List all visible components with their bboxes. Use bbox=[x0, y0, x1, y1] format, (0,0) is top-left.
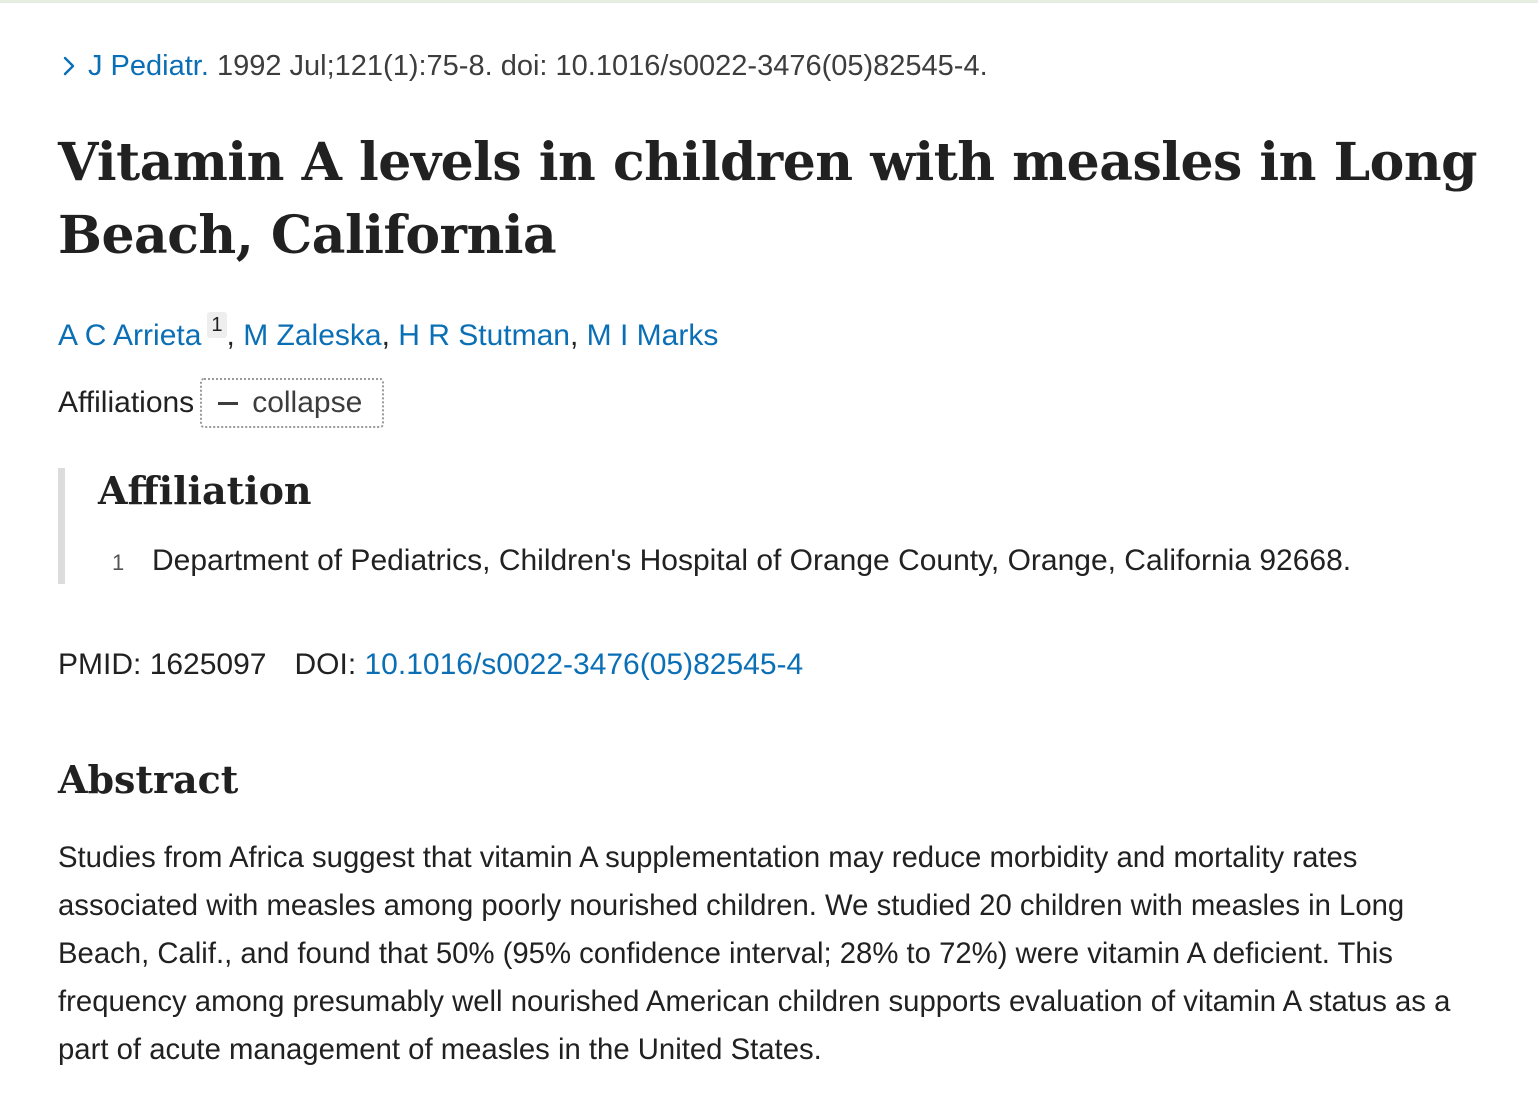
pmid-label: PMID: bbox=[58, 648, 142, 681]
author-link[interactable]: A C Arrieta bbox=[58, 319, 202, 352]
journal-name[interactable]: J Pediatr. bbox=[88, 50, 209, 82]
affiliation-ref-badge[interactable]: 1 bbox=[207, 312, 227, 338]
author-link[interactable]: M I Marks bbox=[586, 319, 719, 352]
affiliations-label: Affiliations bbox=[58, 386, 195, 419]
doi-label: DOI: bbox=[294, 648, 357, 681]
author-separator: , bbox=[226, 319, 244, 352]
affiliation-number: 1 bbox=[112, 550, 125, 575]
doi-link[interactable]: 10.1016/s0022-3476(05)82545-4 bbox=[364, 648, 804, 681]
affiliation-item: 1 Department of Pediatrics, Children's Ho… bbox=[112, 542, 1351, 582]
collapse-button-label: collapse bbox=[252, 386, 363, 419]
author-link[interactable]: M Zaleska bbox=[243, 319, 382, 352]
article-title: Vitamin A levels in children with measle… bbox=[58, 132, 1478, 266]
pmid-value: 1625097 bbox=[149, 648, 267, 681]
minus-icon bbox=[218, 401, 239, 405]
abstract-heading: Abstract bbox=[58, 757, 239, 802]
article-identifiers: PMID: 1625097 DOI: 10.1016/s0022-3476(05)… bbox=[58, 646, 803, 684]
author-list: A C Arrieta 1, M Zaleska, H R Stutman, M … bbox=[58, 312, 718, 356]
journal-link[interactable]: J Pediatr. bbox=[58, 50, 209, 82]
affiliation-heading: Affiliation bbox=[98, 468, 312, 513]
collapse-affiliations-button[interactable]: collapse bbox=[200, 378, 385, 428]
journal-citation: J Pediatr. 1992 Jul;121(1):75-8. doi: 10… bbox=[58, 48, 988, 84]
affiliation-text: Department of Pediatrics, Children's Hos… bbox=[152, 544, 1352, 577]
chevron-right-icon bbox=[63, 56, 75, 76]
affiliation-panel: Affiliation 1 Department of Pediatrics, C… bbox=[58, 468, 1478, 584]
citation-details: 1992 Jul;121(1):75-8. doi: 10.1016/s0022… bbox=[208, 50, 988, 82]
author-link[interactable]: H R Stutman bbox=[398, 319, 570, 352]
top-rule bbox=[0, 0, 1538, 3]
author-separator: , bbox=[381, 319, 399, 352]
author-separator: , bbox=[569, 319, 587, 352]
affiliations-toggle-row: Affiliations collapse bbox=[58, 376, 385, 430]
abstract-text: Studies from Africa suggest that vitamin… bbox=[58, 841, 1451, 1066]
